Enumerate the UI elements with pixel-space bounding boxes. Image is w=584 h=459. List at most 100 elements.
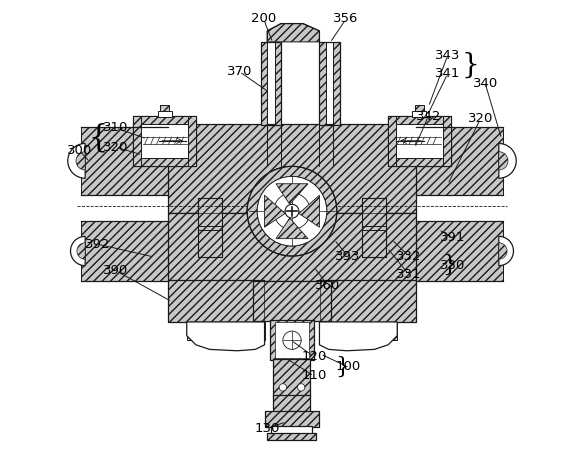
Polygon shape [276, 218, 308, 239]
Text: 330: 330 [440, 259, 466, 272]
Bar [273, 395, 310, 413]
Bar [160, 105, 169, 111]
Text: 200: 200 [251, 12, 276, 26]
Circle shape [257, 176, 327, 246]
Bar [168, 124, 416, 213]
Bar [253, 281, 331, 321]
Bar [412, 111, 426, 118]
Text: 340: 340 [472, 77, 498, 90]
Bar [133, 116, 196, 124]
Bar [319, 42, 339, 125]
Text: 393: 393 [335, 250, 360, 263]
Text: 300: 300 [67, 144, 92, 157]
Bar [158, 111, 172, 118]
Text: 332: 332 [396, 250, 422, 263]
Bar [270, 319, 314, 360]
Bar [388, 116, 451, 166]
Bar [388, 116, 396, 166]
Text: 370: 370 [227, 65, 252, 78]
Polygon shape [319, 322, 397, 351]
Bar [265, 411, 318, 427]
Wedge shape [499, 236, 513, 266]
Bar [273, 359, 310, 397]
Bar [416, 127, 503, 195]
Wedge shape [68, 144, 85, 178]
Polygon shape [267, 23, 319, 42]
Polygon shape [187, 322, 265, 351]
Bar [319, 322, 397, 340]
Bar [443, 116, 451, 166]
Polygon shape [276, 184, 308, 204]
Bar [187, 322, 265, 340]
Wedge shape [499, 144, 516, 178]
Wedge shape [247, 166, 337, 256]
Circle shape [297, 384, 305, 391]
Bar [274, 42, 281, 125]
Text: 320: 320 [103, 140, 128, 154]
Bar [265, 411, 318, 427]
Text: 130: 130 [254, 422, 280, 435]
Text: 356: 356 [333, 12, 359, 26]
Text: 331: 331 [396, 268, 422, 281]
Bar [319, 42, 326, 125]
Wedge shape [77, 243, 85, 259]
Polygon shape [299, 195, 319, 227]
Bar [272, 426, 312, 434]
Text: }: } [442, 254, 456, 276]
Bar [261, 42, 267, 125]
Bar [188, 116, 196, 166]
Polygon shape [265, 195, 285, 227]
Bar [133, 116, 141, 166]
Wedge shape [71, 236, 85, 266]
Bar [198, 230, 222, 257]
Bar [362, 198, 386, 226]
Text: 343: 343 [435, 49, 460, 62]
Bar [168, 280, 263, 322]
Bar [267, 433, 317, 440]
Text: 320: 320 [468, 112, 493, 125]
Bar [168, 280, 263, 322]
Bar [362, 230, 386, 257]
Text: 341: 341 [435, 67, 460, 80]
Bar [133, 116, 196, 166]
Text: 110: 110 [301, 369, 326, 382]
Wedge shape [499, 243, 507, 259]
Bar [388, 116, 451, 124]
Bar [253, 281, 331, 321]
Wedge shape [76, 152, 85, 170]
Text: 360: 360 [315, 279, 340, 292]
Bar [270, 319, 314, 360]
Text: }: } [461, 52, 479, 79]
Bar [81, 221, 168, 281]
Text: }: } [335, 356, 349, 378]
Text: 310: 310 [103, 122, 128, 134]
Text: 342: 342 [416, 110, 441, 123]
Bar [333, 42, 339, 125]
Bar [415, 105, 424, 111]
Bar [168, 124, 416, 213]
Wedge shape [499, 152, 508, 170]
Bar [168, 213, 416, 281]
Circle shape [283, 331, 301, 349]
Bar [261, 42, 281, 125]
Text: 120: 120 [301, 350, 326, 363]
Bar [388, 158, 451, 166]
Bar [416, 221, 503, 281]
Bar [81, 127, 168, 195]
Text: 391: 391 [440, 231, 466, 244]
Bar [274, 322, 310, 358]
Bar [321, 280, 416, 322]
Bar [273, 359, 310, 397]
Text: {: { [89, 123, 108, 153]
Circle shape [285, 204, 299, 218]
Bar [321, 280, 416, 322]
Circle shape [279, 384, 287, 391]
Bar [362, 198, 386, 257]
Bar [263, 281, 321, 321]
Bar [198, 198, 222, 257]
Bar [133, 158, 196, 166]
Text: 392: 392 [85, 238, 110, 251]
Bar [198, 198, 222, 226]
Bar [168, 213, 416, 281]
Text: 390: 390 [103, 264, 128, 277]
